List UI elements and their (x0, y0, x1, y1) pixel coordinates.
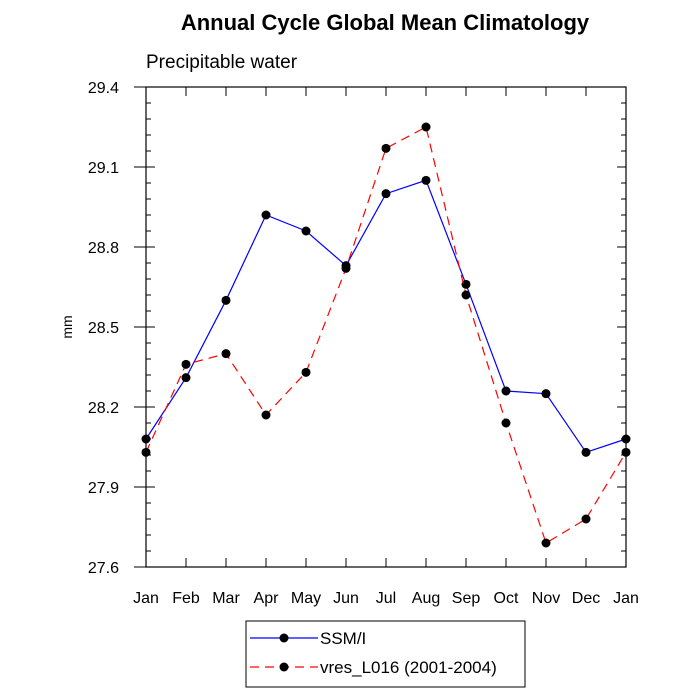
x-tick-label: Feb (172, 590, 200, 607)
series-point-0 (421, 175, 431, 185)
series-point-1 (501, 418, 511, 428)
series-point-1 (181, 359, 191, 369)
x-tick-label: Aug (412, 590, 440, 607)
x-tick-label: Nov (532, 590, 560, 607)
chart-subtitle: Precipitable water (146, 52, 298, 73)
series-point-1 (301, 367, 311, 377)
x-tick-label: Jun (333, 590, 359, 607)
series-point-0 (541, 389, 551, 399)
y-tick-label: 28.2 (88, 400, 119, 417)
series-point-0 (581, 447, 591, 457)
series-point-1 (461, 290, 471, 300)
x-tick-label: May (291, 590, 321, 607)
series-layer (141, 122, 631, 548)
series-point-0 (181, 373, 191, 383)
series-point-1 (141, 447, 151, 457)
series-point-1 (621, 447, 631, 457)
legend-marker-ssmi (279, 633, 289, 643)
y-tick-label: 27.9 (88, 480, 119, 497)
x-tick-label: Jan (133, 590, 159, 607)
y-axis-label: mm (59, 315, 75, 338)
legend-label-vres: vres_L016 (2001-2004) (320, 658, 497, 677)
series-point-1 (341, 263, 351, 273)
axis-ticks (134, 86, 627, 568)
x-tick-label: Jan (613, 590, 639, 607)
y-tick-label: 27.6 (88, 560, 119, 577)
series-point-1 (581, 514, 591, 524)
series-point-1 (261, 410, 271, 420)
legend-box (245, 620, 526, 688)
axis-tick-labels: 29.4 29.1 28.8 28.5 28.2 27.9 27.6 Jan Feb Mar Apr… (88, 80, 639, 607)
x-tick-label: Mar (212, 590, 240, 607)
plot-border (145, 86, 627, 568)
y-tick-label: 29.1 (88, 160, 119, 177)
legend-label-ssmi: SSM/I (320, 629, 366, 648)
series-point-1 (421, 122, 431, 132)
series-point-0 (301, 226, 311, 236)
series-point-0 (141, 434, 151, 444)
series-point-0 (621, 434, 631, 444)
y-tick-label: 28.8 (88, 240, 119, 257)
series-point-0 (261, 210, 271, 220)
x-tick-label: Dec (572, 590, 600, 607)
series-point-0 (501, 386, 511, 396)
x-tick-label: Apr (254, 590, 280, 607)
legend: SSM/I vres_L016 (2001-2004) (245, 620, 526, 688)
series-point-1 (541, 538, 551, 548)
y-tick-label: 28.5 (88, 320, 119, 337)
series-point-0 (381, 189, 391, 199)
x-tick-label: Oct (494, 590, 519, 607)
chart-title: Annual Cycle Global Mean Climatology (181, 10, 590, 35)
legend-marker-vres (279, 662, 289, 672)
x-tick-label: Sep (452, 590, 481, 607)
series-point-0 (221, 295, 231, 305)
x-tick-label: Jul (376, 590, 396, 607)
plot-area (145, 86, 627, 568)
y-tick-label: 29.4 (88, 80, 119, 97)
series-point-1 (221, 349, 231, 359)
series-point-1 (381, 143, 391, 153)
series-point-0 (461, 279, 471, 289)
series-line-0 (145, 179, 627, 454)
